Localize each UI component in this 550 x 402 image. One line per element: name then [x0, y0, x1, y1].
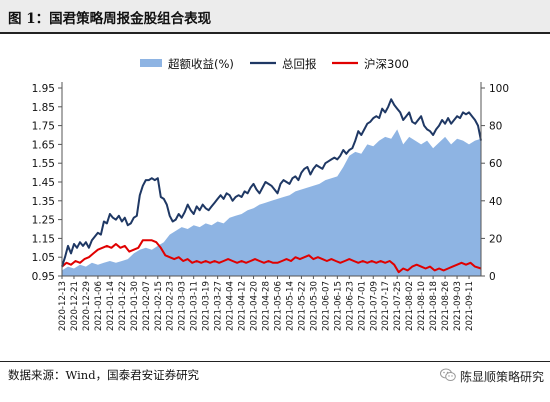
- watermark-text: 陈显顺策略研究: [459, 370, 544, 384]
- x-tick-label: 2021-05-14: [286, 281, 296, 331]
- x-tick-label: 2021-01-14: [106, 281, 116, 331]
- x-tick-label: 2021-02-23: [166, 281, 176, 331]
- legend-label-total: 总回报: [282, 57, 317, 71]
- right-tick-label: 20: [489, 233, 502, 245]
- left-tick-label: 1.25: [32, 215, 55, 227]
- x-tick-label: 2021-07-01: [357, 281, 367, 331]
- x-tick-label: 2021-09-03: [453, 281, 463, 331]
- chart: 超额收益(%) 总回报 沪深300 0.95 1.05 1.15 1.25 1.35 1.…: [0, 34, 550, 360]
- right-tick-label: 100: [489, 83, 509, 95]
- x-tick-label: 2021-07-17: [381, 281, 391, 331]
- x-tick-label: 2021-04-12: [238, 281, 248, 331]
- wechat-icon: [439, 368, 456, 385]
- x-tick-label: 2021-01-06: [94, 281, 104, 331]
- x-tick-label: 2021-04-28: [262, 281, 272, 331]
- right-tick-label: 40: [489, 196, 502, 208]
- x-tick-label: 2021-03-27: [214, 281, 224, 331]
- left-tick-label: 1.45: [32, 177, 55, 189]
- watermark: 陈显顺策略研究: [439, 368, 544, 385]
- bottom-rule: [0, 361, 550, 362]
- excess-return-area: [62, 129, 481, 276]
- figure-title: 图 1：国君策略周报金股组合表现: [8, 11, 212, 27]
- hs300-line: [61, 239, 482, 274]
- left-tick-label: 1.85: [32, 102, 55, 114]
- x-tick-label: 2021-01-30: [130, 281, 140, 331]
- x-tick-label: 2021-08-02: [405, 281, 415, 331]
- x-tick-label: 2021-09-11: [465, 281, 475, 331]
- x-tick-label: 2020-12-13: [58, 281, 68, 331]
- right-tick-label: 80: [489, 121, 502, 133]
- top-rule: [0, 32, 550, 34]
- x-tick-label: 2020-12-21: [70, 281, 80, 331]
- left-tick-label: 1.55: [32, 158, 55, 170]
- x-tick-label: 2021-07-09: [369, 281, 379, 331]
- x-tick-label: 2021-02-07: [142, 281, 152, 331]
- legend-swatch-excess: [140, 59, 162, 67]
- left-tick-label: 1.65: [32, 139, 55, 151]
- plot-area: 0.95 1.05 1.15 1.25 1.35 1.45 1.55 1.65 1.75 1.85…: [32, 82, 509, 331]
- legend-label-hs300: 沪深300: [364, 57, 409, 71]
- legend: 超额收益(%) 总回报 沪深300: [140, 57, 409, 71]
- x-tick-label: 2021-05-06: [274, 281, 284, 331]
- x-tick-label: 2021-08-10: [417, 281, 427, 331]
- x-tick-label: 2021-04-04: [226, 281, 236, 331]
- left-tick-label: 1.75: [32, 121, 55, 133]
- x-tick-label: 2021-06-23: [345, 281, 355, 331]
- x-tick-label: 2021-02-15: [154, 281, 164, 331]
- x-tick-label: 2021-04-20: [250, 281, 260, 331]
- x-tick-label: 2021-01-22: [118, 281, 128, 331]
- left-tick-label: 1.15: [32, 233, 55, 245]
- x-tick-label: 2021-07-25: [393, 281, 403, 331]
- x-tick-label: 2021-08-18: [429, 281, 439, 331]
- x-tick-label: 2021-03-19: [202, 281, 212, 331]
- x-tick-label: 2020-12-29: [82, 281, 92, 331]
- legend-label-excess: 超额收益(%): [168, 57, 234, 71]
- x-tick-label: 2021-08-26: [441, 281, 451, 331]
- left-tick-label: 1.35: [32, 196, 55, 208]
- x-tick-label: 2021-03-03: [178, 281, 188, 331]
- left-tick-label: 0.95: [32, 271, 55, 283]
- right-tick-label: 0: [489, 271, 496, 283]
- x-tick-label: 2021-03-11: [190, 281, 200, 331]
- x-tick-label: 2021-06-07: [321, 281, 331, 331]
- left-tick-label: 1.05: [32, 252, 55, 264]
- x-tick-label: 2021-06-15: [333, 281, 343, 331]
- right-tick-label: 60: [489, 158, 502, 170]
- total-return-line: [61, 98, 482, 267]
- source-note: 数据来源：Wind，国泰君安证券研究: [8, 368, 200, 382]
- x-tick-label: 2021-05-22: [297, 281, 307, 331]
- left-tick-label: 1.95: [32, 83, 55, 95]
- x-tick-label: 2021-05-30: [309, 281, 319, 331]
- title-bar: 图 1：国君策略周报金股组合表现: [0, 0, 550, 32]
